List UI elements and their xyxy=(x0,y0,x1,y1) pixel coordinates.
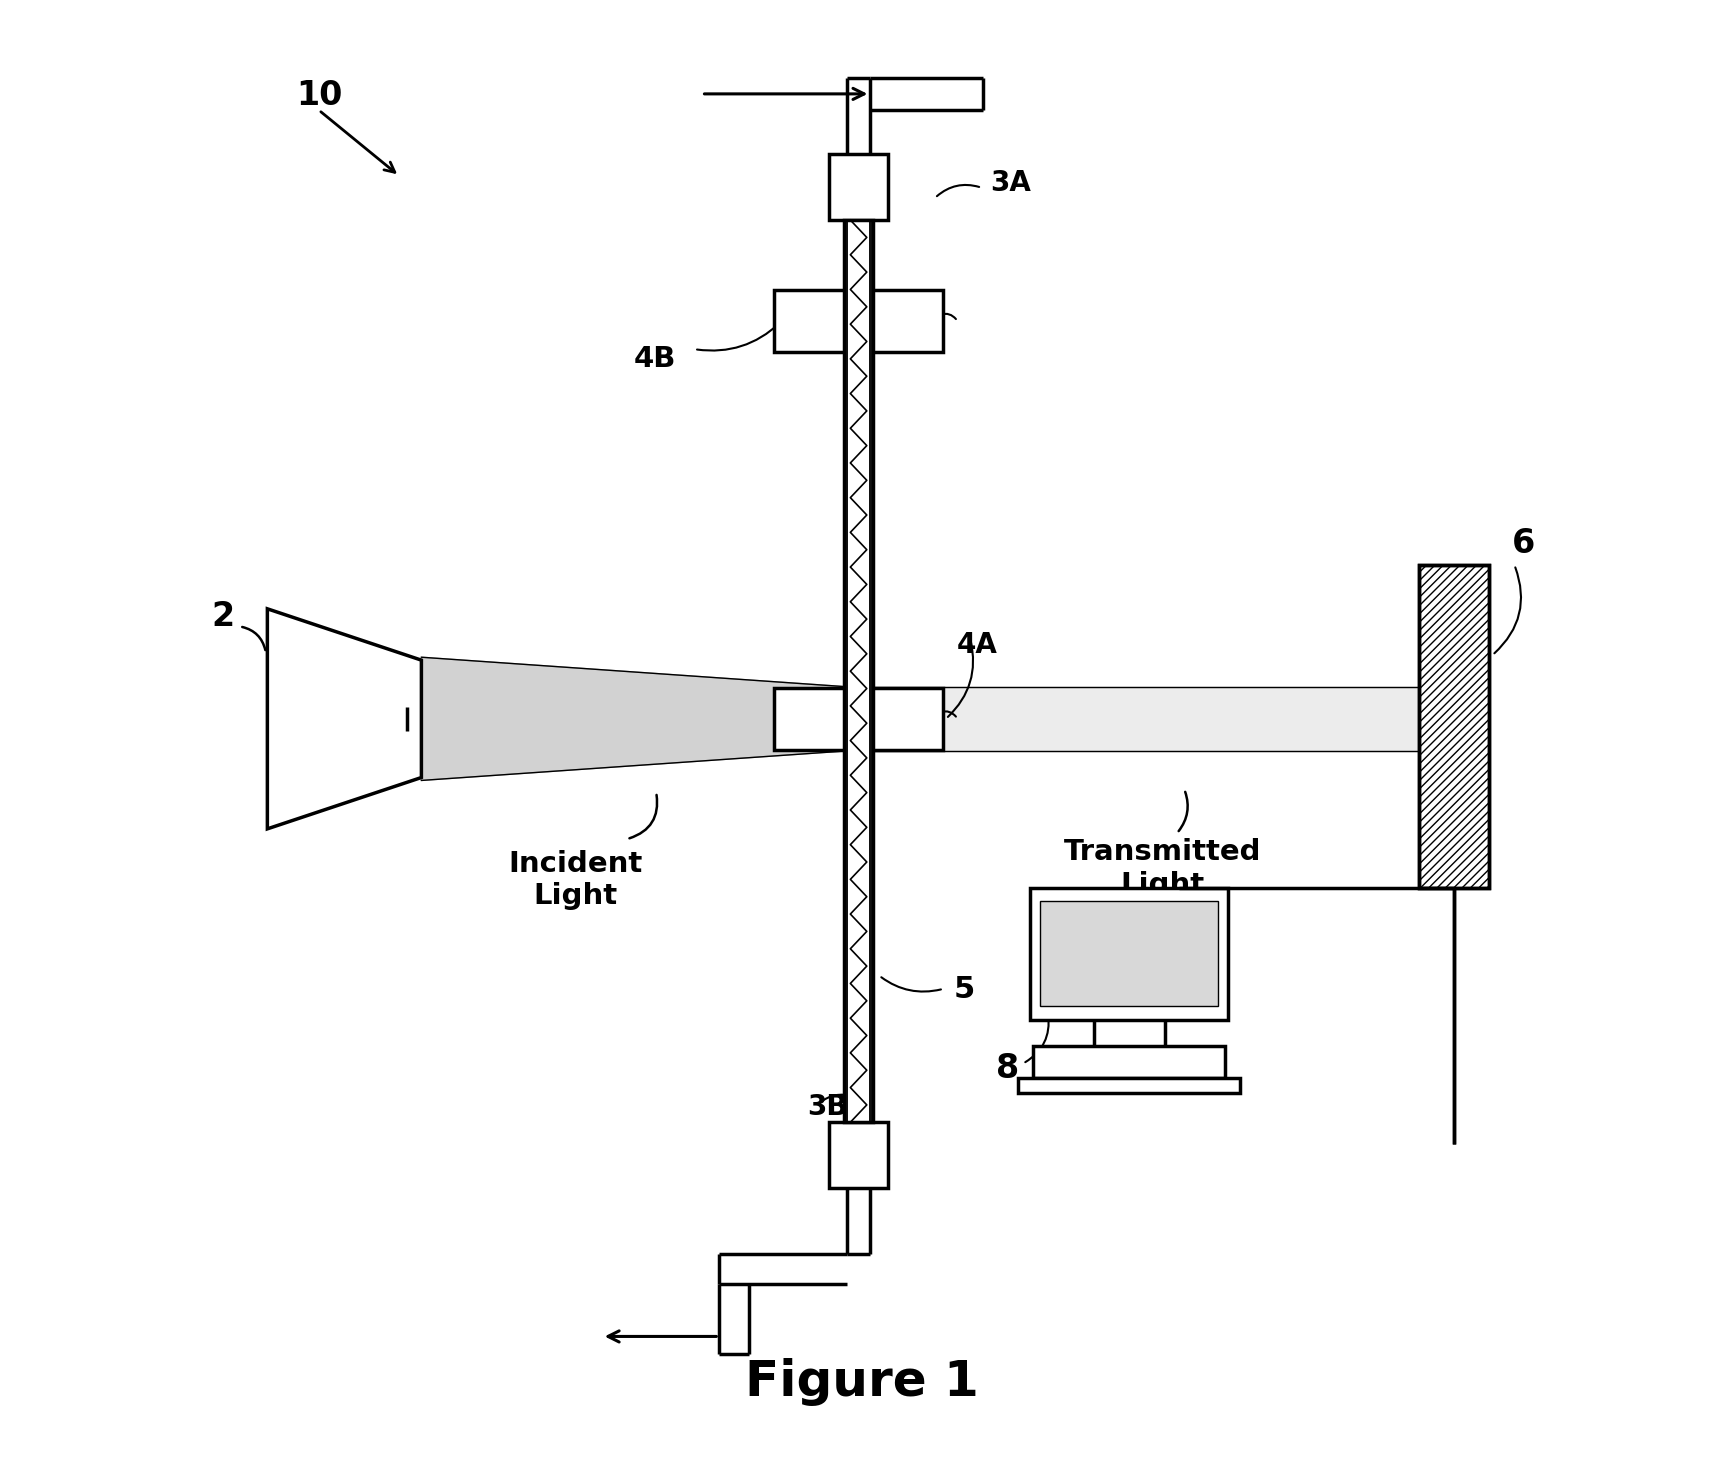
Bar xyxy=(1041,901,1218,1006)
Bar xyxy=(829,154,887,220)
Polygon shape xyxy=(422,657,844,780)
Text: Figure 1: Figure 1 xyxy=(744,1358,979,1405)
Bar xyxy=(844,220,874,1122)
Text: 10: 10 xyxy=(296,79,343,111)
Text: 6: 6 xyxy=(1511,527,1535,560)
Bar xyxy=(848,220,868,1122)
Bar xyxy=(774,290,942,352)
Text: 3A: 3A xyxy=(991,169,1032,197)
Text: 8: 8 xyxy=(996,1052,1020,1086)
Bar xyxy=(774,688,942,750)
Text: 2: 2 xyxy=(212,600,234,632)
Bar xyxy=(1034,1046,1225,1078)
Bar xyxy=(1420,565,1489,888)
Text: Incident
Light: Incident Light xyxy=(508,849,643,911)
Polygon shape xyxy=(874,687,1420,751)
Text: 4B: 4B xyxy=(634,345,677,373)
Text: 3B: 3B xyxy=(806,1093,848,1121)
Bar xyxy=(829,1122,887,1188)
Bar xyxy=(844,220,848,1122)
Text: Transmitted
Light: Transmitted Light xyxy=(1063,838,1261,899)
Bar xyxy=(1420,565,1489,888)
Bar xyxy=(1030,888,1228,1020)
Bar xyxy=(1018,1078,1241,1093)
Text: 4A: 4A xyxy=(956,631,998,659)
Bar xyxy=(868,220,874,1122)
Polygon shape xyxy=(267,609,422,829)
Text: 5: 5 xyxy=(955,974,975,1003)
